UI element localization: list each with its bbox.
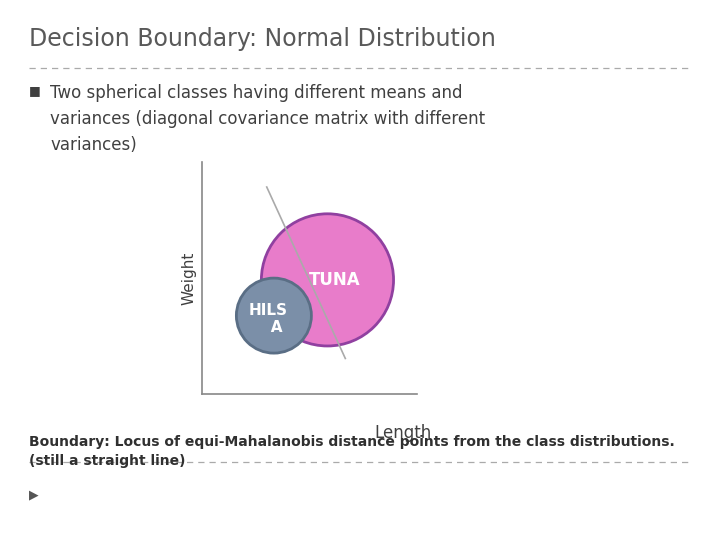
Text: Decision Boundary: Normal Distribution: Decision Boundary: Normal Distribution <box>29 27 495 51</box>
Circle shape <box>236 278 311 353</box>
Text: Two spherical classes having different means and: Two spherical classes having different m… <box>50 84 463 102</box>
Y-axis label: Weight: Weight <box>182 252 197 305</box>
Circle shape <box>261 214 394 346</box>
Text: HILS
   A: HILS A <box>249 303 288 335</box>
Text: variances): variances) <box>50 136 137 153</box>
Text: ▶: ▶ <box>29 489 38 502</box>
Text: Boundary: Locus of equi-Mahalanobis distance points from the class distributions: Boundary: Locus of equi-Mahalanobis dist… <box>29 435 675 449</box>
Text: (still a straight line): (still a straight line) <box>29 454 185 468</box>
Text: ■: ■ <box>29 84 40 97</box>
Text: variances (diagonal covariance matrix with different: variances (diagonal covariance matrix wi… <box>50 110 485 127</box>
Text: Length: Length <box>374 424 432 442</box>
Text: TUNA: TUNA <box>309 271 361 289</box>
